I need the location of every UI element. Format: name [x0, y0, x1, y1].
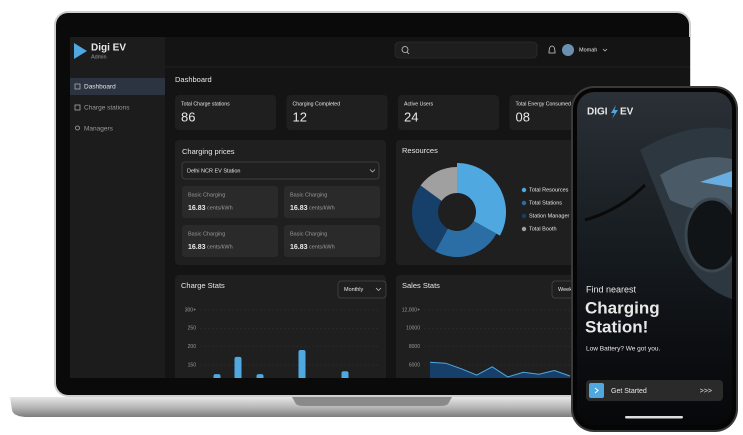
station-select[interactable] [181, 161, 380, 180]
period: Monthly [344, 287, 364, 293]
stat-value: 24 [404, 109, 418, 124]
price-name: Basic Charging [188, 231, 225, 237]
bar [298, 349, 306, 378]
y-tick-label: 6000 [409, 362, 420, 368]
y-tick-label: 150 [188, 362, 197, 368]
kicker: Find nearest [586, 284, 637, 294]
period-select[interactable] [337, 280, 387, 299]
brand: Digi EV [91, 43, 126, 54]
stat-card [175, 95, 276, 130]
avatar[interactable] [562, 44, 574, 56]
role: Admin [91, 54, 107, 60]
card-title: Charging prices [182, 147, 235, 156]
button-label: Get Started [611, 388, 647, 395]
stat-label: Active Users [404, 101, 434, 107]
price-value: 16.83 [188, 205, 206, 212]
price-value: 16.83 [290, 205, 308, 212]
bar [256, 374, 264, 378]
y-tick-label: 300+ [185, 307, 196, 313]
donut-slice [457, 162, 507, 236]
bar [234, 356, 242, 378]
stat-label: Charging Completed [293, 101, 341, 107]
button-arrows: >>> [700, 388, 712, 395]
donut-slice [420, 167, 457, 201]
stat-card [286, 95, 388, 130]
button-chevron [594, 387, 599, 394]
price-unit: cents/kWh [309, 205, 335, 211]
page-title: Dashboard [175, 75, 212, 84]
legend-dot [521, 213, 527, 219]
y-tick-label: 10000 [406, 326, 420, 332]
headline: Charging [585, 298, 660, 317]
card-title: Sales Stats [402, 281, 440, 290]
y-tick-label: 12,000+ [402, 307, 420, 313]
sales-line [429, 361, 571, 378]
stat-card [398, 95, 499, 130]
search-box[interactable] [394, 41, 538, 59]
donut-slice [435, 221, 497, 257]
price-name: Basic Charging [188, 192, 225, 198]
period: Weekly [558, 287, 576, 293]
button-icon [589, 383, 604, 398]
price-unit: cents/kWh [207, 205, 233, 211]
price-value: 16.83 [188, 244, 206, 251]
price-card [284, 186, 380, 218]
laptop-base [10, 397, 735, 417]
bar [341, 371, 349, 378]
legend-dot [521, 187, 527, 193]
legend-label: Total Stations [529, 200, 562, 206]
nav-item[interactable]: Charge stations [84, 105, 130, 112]
price-card [182, 186, 278, 218]
card-title: Charge Stats [181, 281, 225, 290]
station: Delhi NCR EV Station [187, 168, 241, 174]
price-name: Basic Charging [290, 192, 327, 198]
y-tick-label: 200 [188, 344, 197, 350]
logo-icon [74, 43, 87, 59]
card-title: Resources [402, 146, 438, 155]
get-started-button[interactable] [586, 380, 723, 401]
price-value: 16.83 [290, 244, 308, 251]
legend-label: Station Manager [529, 213, 570, 219]
nav-active [70, 78, 165, 95]
y-tick-label: 250 [188, 326, 197, 332]
stat-value: 12 [293, 109, 307, 124]
nav-item[interactable]: Dashboard [84, 84, 116, 91]
stat-label: Total Charge stations [181, 101, 230, 107]
price-unit: cents/kWh [207, 244, 233, 250]
stat-value: 08 [516, 109, 530, 124]
home-indicator [625, 416, 683, 419]
base-notch [292, 397, 452, 406]
legend-label: Total Booth [529, 226, 557, 232]
bell-icon[interactable] [548, 45, 556, 54]
stat-label: Total Energy Consumed [516, 101, 571, 107]
logo: DIGI [587, 107, 608, 118]
legend-dot [521, 226, 527, 232]
chevron [375, 287, 382, 291]
price-name: Basic Charging [290, 231, 327, 237]
y-tick-label: 8000 [409, 344, 420, 350]
donut-slice [411, 185, 448, 252]
price-card [284, 225, 380, 257]
headline: Station! [585, 317, 648, 336]
stat-value: 86 [181, 109, 195, 124]
bar [213, 374, 221, 378]
subtitle: Low Battery? We got you. [586, 346, 661, 353]
price-card [182, 225, 278, 257]
legend-label: Total Resources [529, 187, 569, 193]
user-name[interactable]: Momah [579, 47, 597, 53]
legend-dot [521, 200, 527, 206]
logo: EV [620, 107, 634, 118]
logo-bolt [611, 105, 618, 119]
nav-item[interactable]: Managers [84, 126, 114, 133]
charge-card [175, 275, 386, 378]
price-unit: cents/kWh [309, 244, 335, 250]
